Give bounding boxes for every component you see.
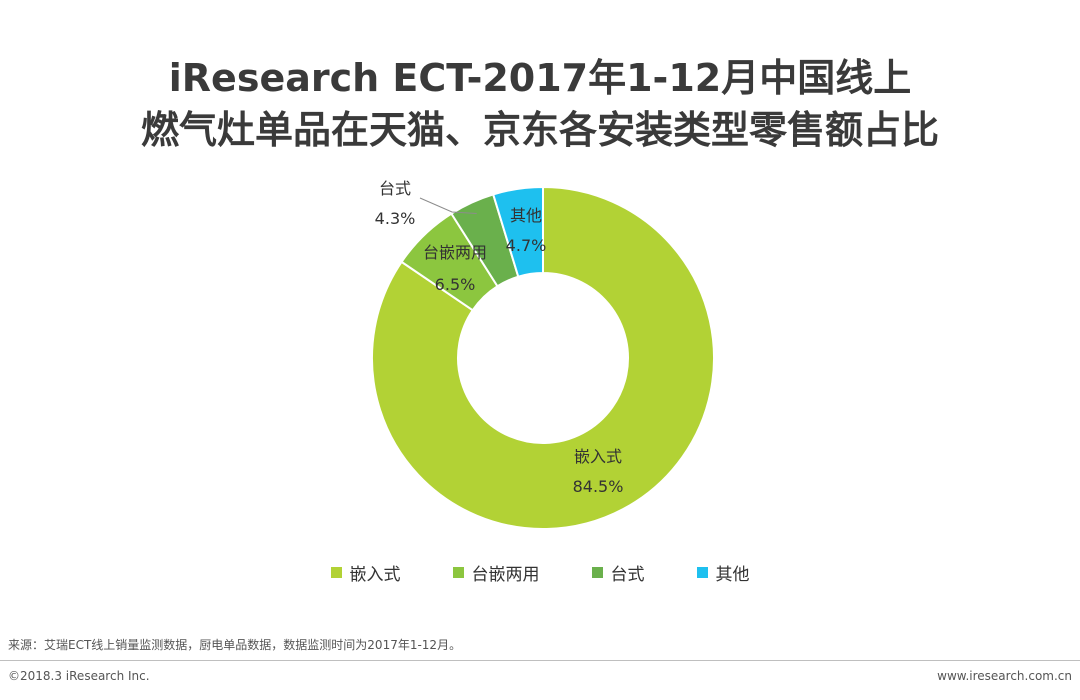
donut-chart: 嵌入式 84.5% 台嵌两用 6.5% 台式 4.3% 其他 4.7% <box>371 179 715 530</box>
copyright: ©2018.3 iResearch Inc. <box>8 669 150 683</box>
legend-label-other: 其他 <box>715 565 750 585</box>
slice-label-tabletop: 台式 <box>379 179 411 198</box>
chart-title-line-1: iResearch ECT-2017年1-12月中国线上 <box>168 56 912 100</box>
legend-label-dual-use: 台嵌两用 <box>471 565 540 585</box>
legend: 嵌入式 台嵌两用 台式 其他 <box>0 560 1080 585</box>
legend-item-embedded: 嵌入式 <box>330 560 401 585</box>
chart-title: iResearch ECT-2017年1-12月中国线上 燃气灶单品在天猫、京东… <box>0 52 1080 156</box>
legend-item-other: 其他 <box>696 560 750 585</box>
footer-divider <box>0 660 1080 661</box>
website-link[interactable]: www.iresearch.com.cn <box>937 669 1072 683</box>
legend-item-dual-use: 台嵌两用 <box>452 560 540 585</box>
legend-label-tabletop: 台式 <box>610 565 645 585</box>
chart-title-line-2: 燃气灶单品在天猫、京东各安装类型零售额占比 <box>140 108 939 152</box>
legend-item-tabletop: 台式 <box>591 560 645 585</box>
slice-label-dual-use: 台嵌两用 <box>423 243 487 262</box>
source-note: 来源：艾瑞ECT线上销量监测数据，厨电单品数据，数据监测时间为2017年1-12… <box>8 638 462 652</box>
slice-value-other: 4.7% <box>506 236 547 255</box>
slice-embedded <box>371 185 715 530</box>
legend-label-embedded: 嵌入式 <box>349 565 401 585</box>
legend-swatch-dual-use <box>452 567 464 578</box>
slice-value-tabletop: 4.3% <box>375 209 416 228</box>
slice-value-embedded: 84.5% <box>573 477 624 496</box>
leader-line-tabletop <box>419 197 477 214</box>
slice-value-dual-use: 6.5% <box>435 275 476 294</box>
legend-swatch-tabletop <box>591 567 603 578</box>
legend-swatch-embedded <box>330 567 342 578</box>
slice-label-embedded: 嵌入式 <box>574 447 622 466</box>
slice-label-other: 其他 <box>510 206 542 225</box>
slice-other <box>491 185 544 278</box>
legend-swatch-other <box>696 567 708 578</box>
